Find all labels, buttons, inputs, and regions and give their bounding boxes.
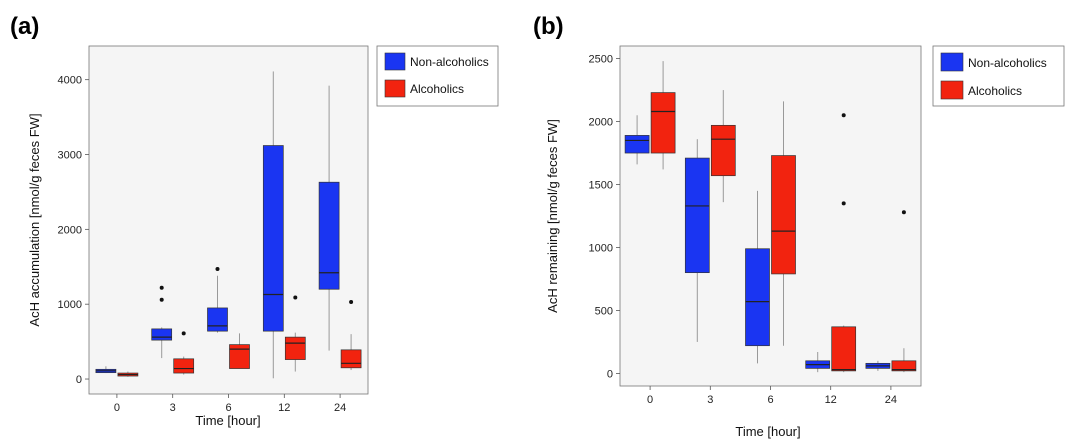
chart-panel-a: (a) 0 1000 2000 3000 4000 0 3 6 12 24 Time [hour… (10, 13, 499, 428)
box-alcoholics (710, 124, 736, 177)
outlier-point-alcoholics (181, 331, 186, 336)
y-tick-label: 1000 (589, 242, 613, 254)
x-tick-label: 3 (707, 394, 713, 406)
box-alcoholics (891, 360, 917, 372)
x-tick-label: 6 (225, 402, 231, 414)
box-non-alcoholics (745, 248, 770, 347)
outlier-point-alcoholics (841, 201, 846, 206)
legend-label-alcoholics-a: Alcoholics (410, 82, 464, 96)
y-axis-title-b: AcH remaining [nmol/g feces FW] (545, 119, 560, 313)
box-non-alcoholics (684, 157, 710, 274)
box-non-alcoholics (318, 181, 340, 290)
box-non-alcoholics (624, 135, 650, 154)
box-alcoholics (831, 326, 857, 372)
x-axis-a: 0 3 6 12 24 (114, 394, 346, 414)
x-tick-label: 0 (114, 402, 120, 414)
legend-swatch-alcoholics-a (384, 79, 406, 98)
box-non-alcoholics (262, 145, 284, 332)
box-alcoholics (229, 344, 250, 369)
boxes-b (624, 61, 917, 373)
legend-swatch-non-alcoholics-a (384, 52, 406, 71)
outlier-point-non-alcoholics (159, 297, 164, 302)
y-tick-label: 0 (607, 368, 613, 380)
legend-label-non-alcoholics-a: Non-alcoholics (410, 55, 489, 69)
y-axis-b: 0 500 1000 1500 2000 2500 (589, 54, 620, 380)
box-non-alcoholics (151, 328, 173, 341)
outlier-point-alcoholics (901, 210, 906, 215)
box-alcoholics (173, 358, 195, 374)
chart-panel-b: (b) 0 500 1000 1500 2000 2500 0 3 6 12 24 Time [h… (533, 13, 1065, 439)
x-axis-b: 0 3 6 12 24 (647, 386, 897, 406)
y-tick-label: 2000 (58, 224, 82, 236)
panel-label-b: (b) (533, 13, 564, 40)
x-tick-label: 3 (170, 402, 176, 414)
box-non-alcoholics (207, 307, 228, 332)
legend-swatch-non-alcoholics-b (940, 52, 964, 72)
legend-swatch-alcoholics-b (940, 80, 964, 100)
x-axis-title-a: Time [hour] (195, 413, 260, 428)
y-tick-label: 2500 (589, 54, 613, 66)
outlier-point-alcoholics (349, 299, 354, 304)
x-tick-label: 12 (825, 394, 837, 406)
x-tick-label: 0 (647, 394, 653, 406)
box-alcoholics (284, 336, 306, 360)
legend-b: Non-alcoholics Alcoholics (932, 45, 1065, 107)
legend-label-alcoholics-b: Alcoholics (968, 84, 1022, 98)
legend-a: Non-alcoholics Alcoholics (376, 45, 499, 107)
x-tick-label: 24 (885, 394, 897, 406)
y-tick-label: 1000 (58, 299, 82, 311)
y-axis-a: 0 1000 2000 3000 4000 (58, 75, 89, 386)
y-tick-label: 500 (595, 305, 613, 317)
x-tick-label: 12 (278, 402, 290, 414)
outlier-point-non-alcoholics (215, 267, 220, 272)
boxes-a (95, 71, 362, 379)
y-tick-label: 4000 (58, 75, 82, 87)
y-tick-label: 2000 (589, 117, 613, 129)
y-tick-label: 1500 (589, 180, 613, 192)
outlier-point-non-alcoholics (159, 285, 164, 290)
panel-label-a: (a) (10, 13, 39, 40)
x-tick-label: 6 (767, 394, 773, 406)
y-tick-label: 0 (76, 374, 82, 386)
box-alcoholics (340, 349, 362, 369)
outlier-point-alcoholics (841, 113, 846, 118)
outlier-point-alcoholics (293, 295, 298, 300)
legend-label-non-alcoholics-b: Non-alcoholics (968, 56, 1047, 70)
x-axis-title-b: Time [hour] (735, 424, 800, 439)
box-alcoholics (650, 92, 676, 154)
y-tick-label: 3000 (58, 150, 82, 162)
y-axis-title-a: AcH accumulation [nmol/g feces FW] (27, 113, 42, 326)
box-alcoholics (771, 155, 796, 275)
x-tick-label: 24 (334, 402, 346, 414)
